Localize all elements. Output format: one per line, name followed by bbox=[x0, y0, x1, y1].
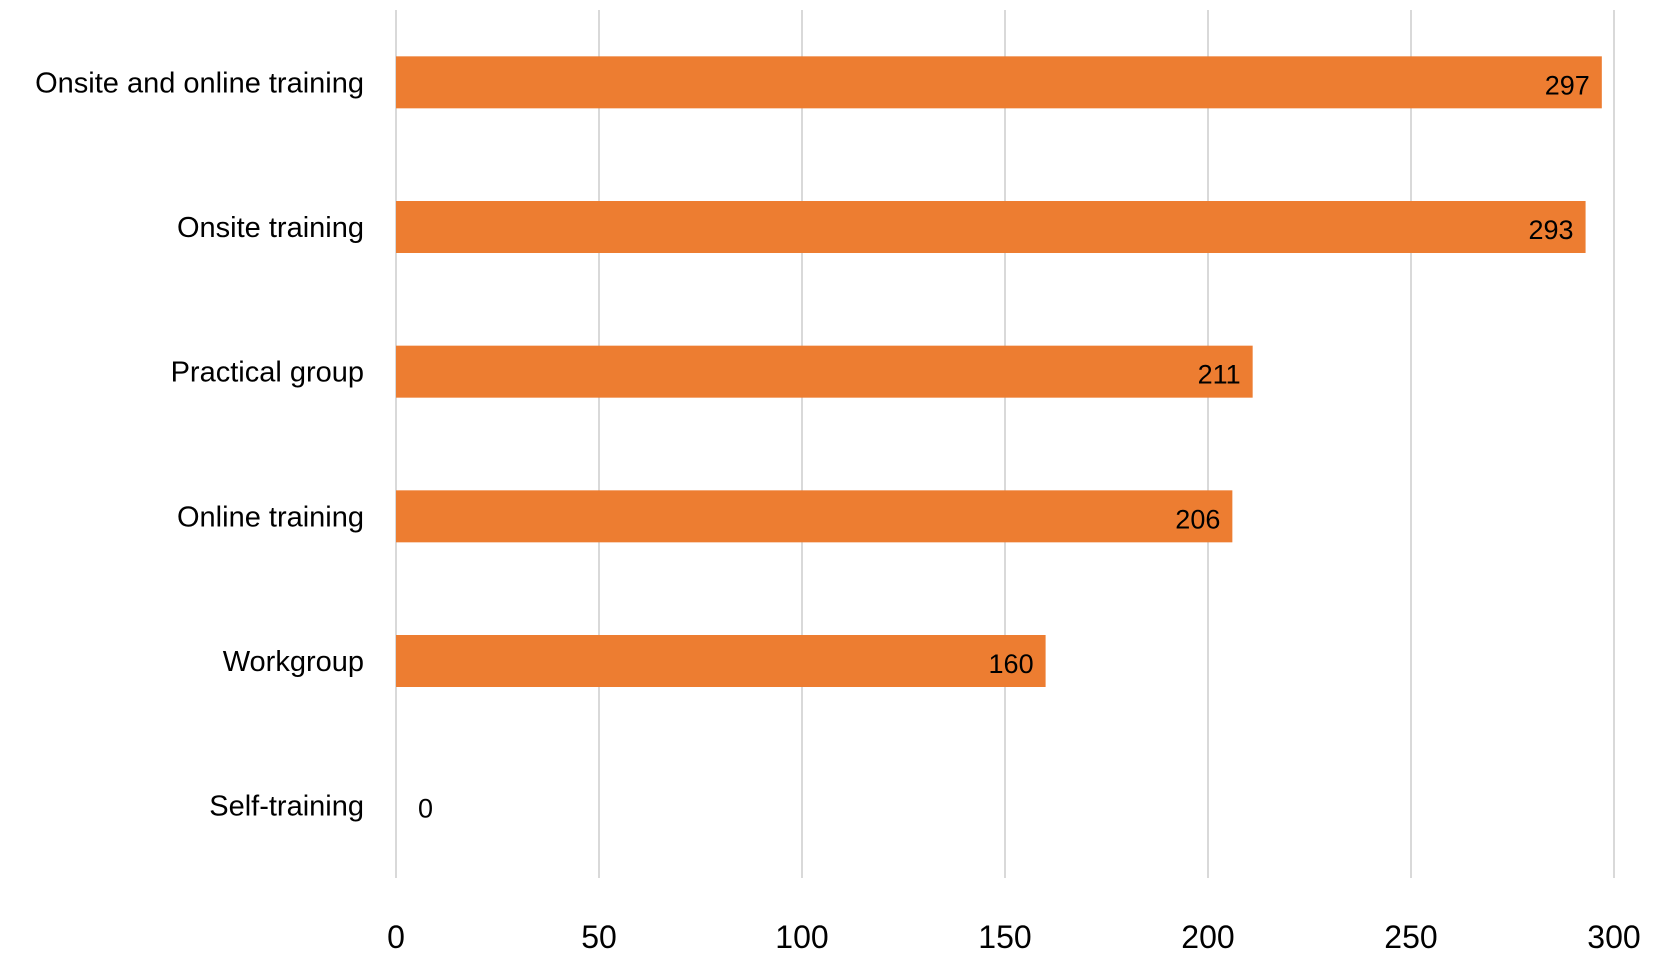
category-label: Workgroup bbox=[223, 646, 364, 678]
x-tick-label: 300 bbox=[1587, 919, 1640, 953]
bars bbox=[396, 56, 1602, 687]
x-axis-tick-labels: 0 50 100 150 200 250 300 bbox=[387, 919, 1641, 953]
x-tick-label: 50 bbox=[581, 919, 617, 953]
data-label: 160 bbox=[989, 649, 1034, 679]
bar bbox=[396, 635, 1046, 687]
bar bbox=[396, 345, 1253, 398]
category-label: Onsite training bbox=[177, 212, 364, 244]
x-tick-label: 200 bbox=[1181, 919, 1234, 953]
category-label: Practical group bbox=[171, 357, 364, 389]
category-label: Onsite and online training bbox=[35, 67, 364, 99]
x-tick-label: 0 bbox=[387, 919, 405, 953]
x-tick-label: 250 bbox=[1384, 919, 1437, 953]
data-label: 297 bbox=[1545, 70, 1590, 100]
gridlines bbox=[395, 10, 1615, 878]
data-label: 0 bbox=[418, 794, 433, 824]
data-labels: 297 293 211 206 160 0 bbox=[418, 70, 1590, 823]
category-labels: Onsite and online training Onsite trainin… bbox=[35, 67, 364, 822]
data-label: 293 bbox=[1529, 215, 1574, 245]
category-label: Online training bbox=[177, 501, 364, 533]
bar bbox=[396, 490, 1233, 543]
data-label: 211 bbox=[1198, 360, 1241, 390]
x-tick-label: 150 bbox=[978, 919, 1031, 953]
bar bbox=[396, 56, 1602, 109]
category-label: Self-training bbox=[209, 791, 364, 823]
data-label: 206 bbox=[1175, 504, 1220, 534]
bar bbox=[396, 201, 1586, 253]
x-tick-label: 100 bbox=[775, 919, 828, 953]
